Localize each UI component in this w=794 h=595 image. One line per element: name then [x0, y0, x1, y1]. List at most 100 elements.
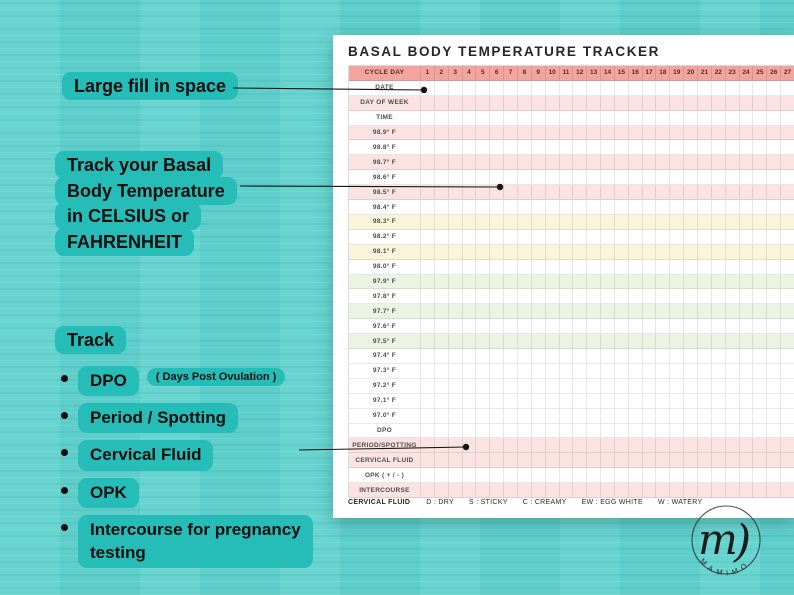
grid-cell: [656, 214, 671, 230]
row-label: 97.4° F: [349, 349, 421, 364]
grid-cell: [517, 125, 532, 141]
grid-cell: [739, 110, 754, 126]
grid-cell: [490, 200, 505, 215]
grid-cell: [656, 110, 671, 126]
grid-cell: [531, 393, 546, 409]
grid-cell: [476, 170, 491, 186]
column-header-day: 12: [573, 66, 588, 81]
grid-cell: [767, 468, 782, 484]
grid-cell: [448, 170, 463, 186]
grid-cell: [781, 244, 794, 260]
grid-cell: [739, 334, 754, 350]
grid-cell: [711, 483, 726, 498]
grid-cell: [545, 304, 560, 320]
grid-cell: [587, 438, 602, 454]
grid-cell: [753, 468, 768, 484]
grid-cell: [628, 453, 643, 469]
grid-cell: [614, 229, 629, 245]
grid-cell: [545, 274, 560, 290]
grid-cell: [587, 289, 602, 305]
grid-cell: [531, 319, 546, 335]
grid-cell: [684, 244, 699, 260]
grid-cell: [573, 229, 588, 245]
grid-cell: [656, 304, 671, 320]
grid-cell: [781, 423, 794, 439]
grid-cell: [601, 80, 615, 96]
grid-cell: [670, 155, 685, 171]
grid-cell: [434, 483, 449, 498]
grid-cell: [670, 468, 685, 484]
grid-cell: [753, 170, 768, 186]
grid-cell: [504, 214, 518, 230]
grid-cell: [559, 438, 574, 454]
grid-cell: [698, 95, 712, 111]
grid-cell: [587, 185, 602, 201]
grid-cell: [670, 244, 685, 260]
grid-cell: [559, 214, 574, 230]
grid-cell: [504, 438, 518, 454]
grid-cell: [545, 140, 560, 156]
grid-cell: [670, 304, 685, 320]
grid-cell: [517, 319, 532, 335]
grid-cell: [739, 140, 754, 156]
column-header-day: 18: [656, 66, 671, 81]
grid-cell: [753, 229, 768, 245]
grid-cell: [642, 110, 657, 126]
grid-cell: [684, 378, 699, 394]
grid-cell: [545, 334, 560, 350]
grid-cell: [767, 200, 782, 215]
grid-cell: [462, 200, 477, 215]
grid-cell: [698, 200, 712, 215]
grid-cell: [434, 214, 449, 230]
grid-cell: [753, 483, 768, 498]
grid-cell: [642, 423, 657, 439]
grid-cell: [781, 80, 794, 96]
grid-cell: [781, 125, 794, 141]
grid-cell: [642, 155, 657, 171]
row-label: OPK ( + / - ): [349, 468, 421, 484]
grid-cell: [517, 408, 532, 424]
grid-cell: [490, 483, 505, 498]
row-label: 97.1° F: [349, 393, 421, 409]
grid-cell: [725, 140, 740, 156]
grid-cell: [490, 453, 505, 469]
grid-cell: [573, 259, 588, 275]
grid-cell: [462, 334, 477, 350]
grid-cell: [462, 274, 477, 290]
grid-cell: [573, 378, 588, 394]
grid-cell: [698, 393, 712, 409]
grid-cell: [601, 289, 615, 305]
grid-cell: [628, 349, 643, 364]
grid-cell: [490, 170, 505, 186]
grid-cell: [698, 438, 712, 454]
grid-cell: [711, 214, 726, 230]
grid-cell: [504, 95, 518, 111]
grid-cell: [753, 125, 768, 141]
grid-cell: [601, 349, 615, 364]
grid-cell: [421, 95, 435, 111]
column-header-day: 15: [614, 66, 629, 81]
grid-cell: [573, 244, 588, 260]
grid-cell: [698, 274, 712, 290]
grid-cell: [504, 393, 518, 409]
grid-cell: [725, 170, 740, 186]
grid-cell: [448, 393, 463, 409]
grid-cell: [614, 438, 629, 454]
grid-cell: [642, 468, 657, 484]
grid-cell: [587, 393, 602, 409]
bullet-dot-icon: [61, 411, 68, 419]
grid-cell: [628, 274, 643, 290]
grid-cell: [684, 304, 699, 320]
grid-cell: [725, 80, 740, 96]
column-header-day: 1: [421, 66, 435, 81]
grid-cell: [698, 468, 712, 484]
grid-cell: [421, 200, 435, 215]
grid-cell: [448, 378, 463, 394]
grid-cell: [504, 483, 518, 498]
grid-cell: [448, 468, 463, 484]
grid-cell: [448, 110, 463, 126]
grid-cell: [573, 349, 588, 364]
grid-cell: [476, 304, 491, 320]
grid-cell: [504, 453, 518, 469]
grid-cell: [601, 378, 615, 394]
